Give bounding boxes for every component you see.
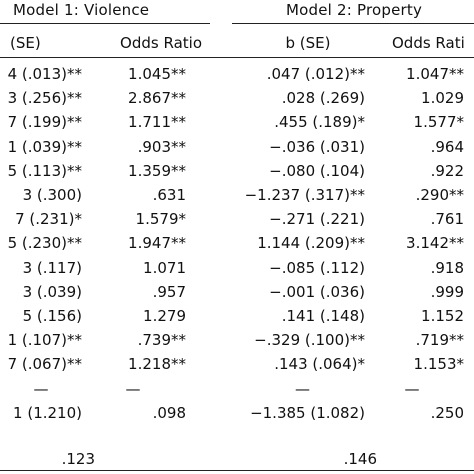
table-cell-m1-or: 1.359** — [128, 162, 186, 180]
table-cell-m2-or: 1.153* — [413, 355, 464, 373]
table-cell-m1-b: 3 (.300) — [22, 186, 82, 204]
table-cell-m1-or: 1.947** — [128, 234, 186, 252]
table-cell-m2-b: 1.144 (.209)** — [257, 234, 365, 252]
table-cell-m1-or: 1.579* — [135, 210, 186, 228]
table-cell-m1-or: .631 — [152, 186, 186, 204]
table-cell-m2-b: .455 (.189)* — [274, 113, 365, 131]
table-cell-m2-b: −1.237 (.317)** — [244, 186, 365, 204]
table-cell-m1-or: .098 — [152, 404, 186, 422]
table-cell-m2-or: 1.047** — [406, 65, 464, 83]
table-cell-m2-b: −.080 (.104) — [269, 162, 365, 180]
table-cell-m2-or: .761 — [430, 210, 464, 228]
table-cell-m2-or: .999 — [430, 283, 464, 301]
table-cell-m1-b: — — [33, 380, 49, 398]
m2-odds-ratio-header: Odds Rati — [392, 34, 465, 52]
table-cell-m1-b: 1 (1.210) — [13, 404, 82, 422]
table-cell-m2-b: −.085 (.112) — [269, 259, 365, 277]
table-cell-m2-b: — — [295, 380, 310, 398]
table-cell-m2-or: 1.152 — [421, 307, 464, 325]
table-cell-m2-or: .918 — [430, 259, 464, 277]
table-cell-m1-b: 7 (.199)** — [7, 113, 82, 131]
table-cell-m1-b: 5 (.230)** — [7, 234, 82, 252]
model1-header: Model 1: Violence — [13, 1, 150, 19]
table-cell-m2-or: .922 — [430, 162, 464, 180]
table-cell-m1-or: .739** — [137, 331, 186, 349]
m1-r2-value: .123 — [61, 450, 95, 468]
table-cell-m1-b: 7 (.231)* — [15, 210, 82, 228]
table-cell-m1-or: — — [125, 380, 141, 398]
table-cell-m1-or: .903** — [137, 138, 186, 156]
table-cell-m1-b: 4 (.013)** — [7, 65, 82, 83]
table-cell-m2-or: .964 — [430, 138, 464, 156]
model2-header: Model 2: Property — [286, 1, 423, 19]
table-cell-m1-b: 5 (.113)** — [7, 162, 82, 180]
table-cell-m2-or: .250 — [430, 404, 464, 422]
table-cell-m1-or: 1.218** — [128, 355, 186, 373]
table-cell-m2-b: .047 (.012)** — [266, 65, 365, 83]
table-cell-m2-b: −.001 (.036) — [269, 283, 365, 301]
table-cell-m1-b: 7 (.067)** — [7, 355, 82, 373]
table-cell-m2-b: −.329 (.100)** — [254, 331, 365, 349]
table-cell-m2-or: — — [404, 380, 420, 398]
table-cell-m2-or: .290** — [415, 186, 464, 204]
table-cell-m1-or: 1.711** — [128, 113, 186, 131]
table-cell-m2-b: .028 (.269) — [281, 89, 365, 107]
m1-b-se-header: (SE) — [10, 34, 41, 52]
table-cell-m2-b: .143 (.064)* — [274, 355, 365, 373]
table-cell-m1-or: 2.867** — [128, 89, 186, 107]
table-cell-m2-or: 1.029 — [421, 89, 464, 107]
table-cell-m2-or: 1.577* — [413, 113, 464, 131]
table-cell-m1-or: .957 — [152, 283, 186, 301]
table-cell-m2-b: −.036 (.031) — [269, 138, 365, 156]
table-cell-m1-b: 5 (.156) — [22, 307, 82, 325]
table-cell-m1-b: 1 (.107)** — [7, 331, 82, 349]
table-cell-m1-b: 3 (.256)** — [7, 89, 82, 107]
table-cell-m2-b: −1.385 (1.082) — [250, 404, 365, 422]
m2-b-se-header: b (SE) — [285, 34, 331, 52]
table-cell-m1-b: 3 (.117) — [22, 259, 82, 277]
table-cell-m2-b: .141 (.148) — [281, 307, 365, 325]
table-cell-m2-b: −.271 (.221) — [269, 210, 365, 228]
table-cell-m1-b: 1 (.039)** — [7, 138, 82, 156]
table-cell-m1-or: 1.279 — [143, 307, 186, 325]
m1-odds-ratio-header: Odds Ratio — [120, 34, 202, 52]
model1-header-rule — [0, 23, 210, 24]
table-cell-m1-or: 1.071 — [143, 259, 186, 277]
table-bottom-rule — [0, 470, 474, 471]
column-header-rule — [0, 57, 474, 58]
table-cell-m2-or: 3.142** — [406, 234, 464, 252]
model2-header-rule — [232, 23, 474, 24]
table-cell-m1-b: 3 (.039) — [22, 283, 82, 301]
m2-r2-value: .146 — [343, 450, 377, 468]
table-cell-m2-or: .719** — [415, 331, 464, 349]
table-cell-m1-or: 1.045** — [128, 65, 186, 83]
